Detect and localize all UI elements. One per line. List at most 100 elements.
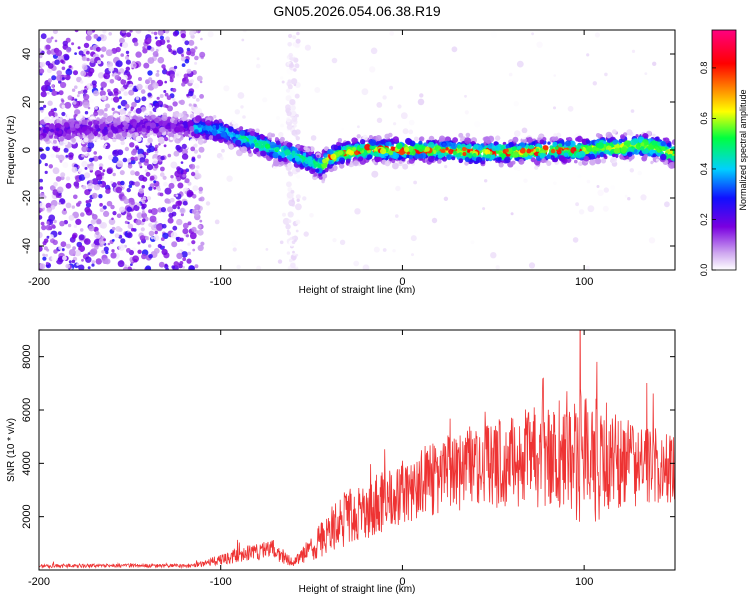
spectrogram-speckle bbox=[169, 78, 174, 83]
spectrogram-ridge-point bbox=[512, 146, 517, 152]
spectrogram-speckle bbox=[296, 31, 300, 36]
spectrogram-ridge-point bbox=[604, 149, 610, 155]
spectrogram-ridge-point bbox=[380, 139, 386, 145]
spectrogram-speckle bbox=[90, 219, 97, 225]
spectrogram-speckle bbox=[148, 209, 153, 214]
spectrogram-speckle bbox=[135, 30, 142, 34]
spectrogram-ridge-point bbox=[614, 143, 620, 150]
spectrogram-speckle bbox=[117, 149, 124, 156]
spectrogram-speckle bbox=[120, 53, 124, 57]
spectrogram-ridge-point bbox=[650, 160, 654, 165]
spectrogram-ridge-point bbox=[271, 133, 275, 138]
spectrogram-speckle bbox=[45, 253, 48, 257]
spectrogram-speckle bbox=[648, 237, 656, 244]
spectrogram-ridge-point bbox=[574, 159, 578, 164]
spectrogram-ridge-point bbox=[539, 152, 545, 158]
spectrogram-speckle bbox=[631, 49, 636, 54]
spectrogram-speckle bbox=[147, 30, 151, 33]
spectrogram-x-tick-label: 0 bbox=[399, 276, 405, 288]
spectrogram-ridge-point bbox=[274, 137, 279, 141]
spectrogram-speckle bbox=[50, 36, 54, 40]
spectrogram-speckle bbox=[112, 211, 117, 216]
spectrogram-ridge-point bbox=[448, 143, 452, 147]
spectrogram-ridge-point bbox=[597, 142, 604, 149]
spectrogram-speckle bbox=[139, 235, 146, 241]
spectrogram-speckle bbox=[290, 105, 296, 111]
spectrogram-speckle bbox=[198, 197, 202, 202]
spectrogram-ridge-point bbox=[94, 124, 100, 129]
spectrogram-speckle bbox=[167, 217, 174, 224]
spectrogram-ridge-point bbox=[232, 129, 237, 133]
spectrogram-speckle bbox=[119, 170, 125, 176]
spectrogram-speckle bbox=[145, 265, 152, 270]
spectrogram-speckle bbox=[234, 109, 240, 115]
spectrogram-speckle bbox=[164, 263, 168, 267]
spectrogram-speckle bbox=[78, 174, 86, 181]
spectrogram-ridge-point bbox=[403, 146, 410, 153]
spectrogram-ridge-point bbox=[128, 126, 132, 130]
spectrogram-ridge-point bbox=[321, 179, 325, 184]
spectrogram-ridge-point bbox=[63, 122, 70, 128]
spectrogram-speckle bbox=[242, 115, 246, 119]
spectrogram-ridge-point bbox=[212, 125, 216, 129]
snr-y-tick-label: 6000 bbox=[21, 398, 33, 422]
spectrogram-speckle bbox=[91, 178, 99, 185]
spectrogram-speckle bbox=[361, 88, 369, 96]
spectrogram-ridge-point bbox=[182, 121, 189, 129]
spectrogram-speckle bbox=[154, 36, 158, 40]
spectrogram-ridge-point bbox=[467, 149, 471, 153]
spectrogram-ridge-point bbox=[239, 130, 246, 136]
spectrogram-speckle bbox=[199, 51, 206, 58]
spectrogram-ridge-point bbox=[374, 157, 380, 163]
spectrogram-ridge-point bbox=[149, 122, 156, 129]
spectrogram-speckle bbox=[99, 207, 104, 213]
spectrogram-ridge-point bbox=[596, 154, 601, 159]
spectrogram-speckle bbox=[53, 181, 58, 187]
spectrogram-ridge-point bbox=[666, 142, 672, 147]
spectrogram-speckle bbox=[521, 127, 528, 134]
spectrogram-ridge-point bbox=[558, 155, 566, 162]
spectrogram-speckle bbox=[124, 103, 130, 109]
spectrogram-speckle bbox=[51, 84, 55, 88]
spectrogram-speckle bbox=[51, 75, 57, 81]
spectrogram-speckle bbox=[78, 50, 84, 56]
spectrogram-ridge-point bbox=[87, 133, 95, 140]
spectrogram-speckle bbox=[102, 169, 106, 173]
spectrogram-ridge-point bbox=[627, 147, 633, 153]
spectrogram-speckle bbox=[126, 232, 133, 239]
spectrogram-ridge-point bbox=[48, 124, 56, 131]
colorbar-label: Normalized spectral amplitude bbox=[738, 89, 748, 210]
spectrogram-ridge-point bbox=[151, 114, 156, 120]
spectrogram-ridge-point bbox=[260, 150, 267, 157]
spectrogram-speckle bbox=[108, 154, 114, 160]
spectrogram-speckle bbox=[302, 196, 307, 201]
spectrogram-speckle bbox=[451, 46, 458, 53]
spectrogram-speckle bbox=[43, 195, 47, 199]
spectrogram-speckle bbox=[125, 59, 131, 65]
spectrogram-ridge-point bbox=[364, 143, 371, 151]
spectrogram-ridge-point bbox=[141, 127, 147, 133]
spectrogram-speckle bbox=[59, 220, 65, 227]
spectrogram-speckle bbox=[74, 52, 77, 55]
spectrogram-speckle bbox=[490, 31, 498, 39]
spectrogram-speckle bbox=[85, 200, 89, 204]
spectrogram-speckle bbox=[52, 30, 58, 35]
spectrogram-ridge-point bbox=[211, 129, 218, 136]
spectrogram-ridge-point bbox=[269, 141, 276, 149]
spectrogram-ridge-point bbox=[116, 117, 121, 122]
spectrogram-speckle bbox=[126, 32, 132, 38]
spectrogram-speckle bbox=[189, 191, 194, 196]
spectrogram-speckle bbox=[42, 253, 46, 257]
spectrogram-speckle bbox=[295, 219, 301, 225]
spectrogram-ridge-point bbox=[315, 168, 320, 173]
spectrogram-speckle bbox=[158, 143, 161, 146]
spectrogram-speckle bbox=[164, 92, 169, 97]
spectrogram-speckle bbox=[148, 244, 152, 248]
spectrogram-speckle bbox=[192, 185, 199, 192]
spectrogram-ridge-point bbox=[356, 134, 361, 139]
spectrogram-ridge-point bbox=[154, 117, 160, 123]
spectrogram-ridge-point bbox=[318, 175, 323, 180]
spectrogram-speckle bbox=[159, 192, 164, 197]
spectrogram-speckle bbox=[39, 54, 43, 59]
spectrogram-ridge-point bbox=[226, 116, 233, 123]
